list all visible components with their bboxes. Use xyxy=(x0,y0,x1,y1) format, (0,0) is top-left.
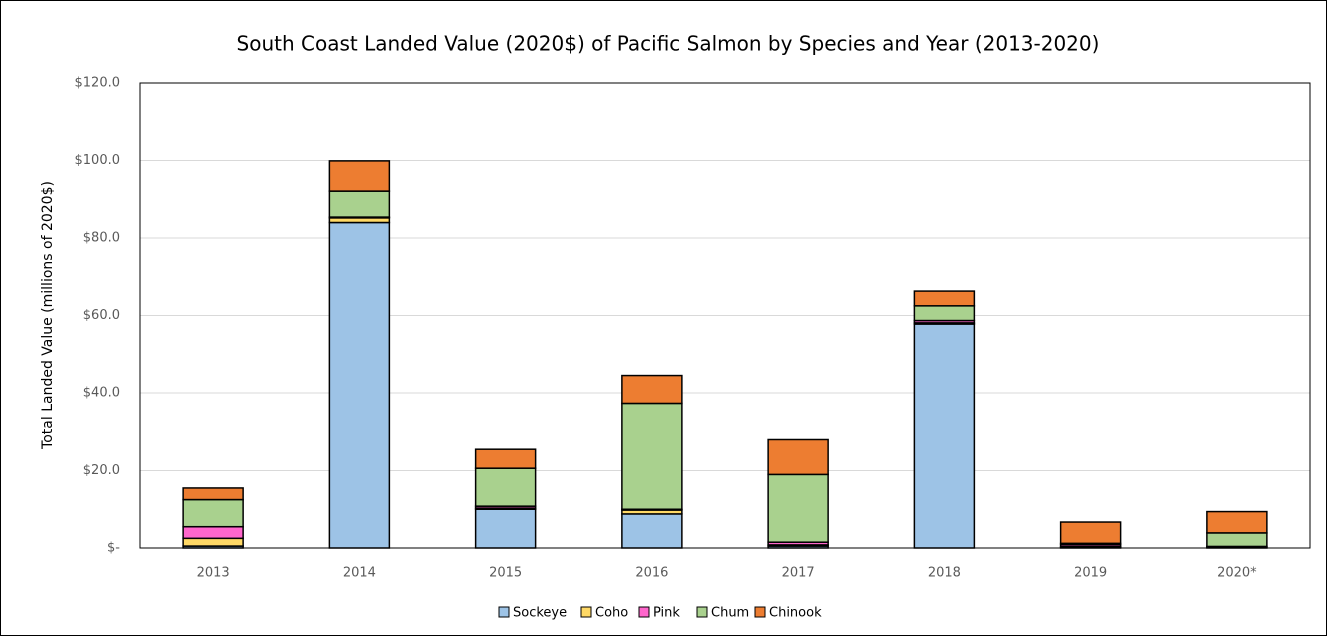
bar-segment xyxy=(182,537,244,547)
bar-segment xyxy=(474,508,537,549)
bar-segment xyxy=(913,305,976,322)
legend-label: Pink xyxy=(653,606,680,621)
legend-swatch xyxy=(696,606,708,618)
bar-segment xyxy=(621,402,683,510)
x-tick-label: 2018 xyxy=(928,566,961,581)
bar-segment xyxy=(182,525,244,540)
x-tick-label: 2014 xyxy=(343,566,376,581)
y-tick-label: $80.0 xyxy=(83,231,120,246)
bar-segment xyxy=(182,498,244,528)
bar-segment xyxy=(913,323,976,549)
x-tick-label: 2016 xyxy=(635,566,668,581)
legend-swatch xyxy=(580,606,592,618)
x-tick-label: 2020* xyxy=(1217,566,1257,581)
x-tick-label: 2017 xyxy=(782,566,815,581)
y-tick-label: $100.0 xyxy=(75,153,121,168)
y-tick-label: $60.0 xyxy=(83,308,120,323)
legend-swatch xyxy=(498,606,510,618)
bar-segment xyxy=(328,190,391,218)
bar-segment xyxy=(1206,510,1268,534)
legend-swatch xyxy=(754,606,766,618)
bar-segment xyxy=(621,513,683,549)
y-axis-title: Total Landed Value (millions of 2020$) xyxy=(40,181,56,450)
bar-segment xyxy=(474,467,537,507)
bar-segment xyxy=(1206,532,1268,548)
y-tick-label: $120.0 xyxy=(75,76,121,91)
bar-segment xyxy=(1059,521,1122,545)
x-tick-label: 2013 xyxy=(197,566,230,581)
bar-segment xyxy=(913,290,976,307)
bar-segment xyxy=(767,473,829,543)
legend-label: Chinook xyxy=(769,606,822,621)
y-tick-label: $40.0 xyxy=(83,386,120,401)
bar-segment xyxy=(328,160,391,192)
bar-segment xyxy=(474,448,537,469)
x-tick-label: 2019 xyxy=(1074,566,1107,581)
bar-segment xyxy=(621,374,683,405)
legend-swatch xyxy=(638,606,650,618)
legend-label: Coho xyxy=(595,606,628,621)
bar-segment xyxy=(182,487,244,501)
legend-label: Chum xyxy=(711,606,749,621)
bar-segment xyxy=(767,438,829,476)
legend-label: Sockeye xyxy=(513,606,567,621)
plot-frame xyxy=(139,82,1311,549)
y-tick-label: $20.0 xyxy=(83,463,120,478)
x-tick-label: 2015 xyxy=(489,566,522,581)
bar-segment xyxy=(328,221,391,549)
chart-title: South Coast Landed Value (2020$) of Paci… xyxy=(237,32,1100,56)
y-tick-label: $- xyxy=(107,541,120,556)
